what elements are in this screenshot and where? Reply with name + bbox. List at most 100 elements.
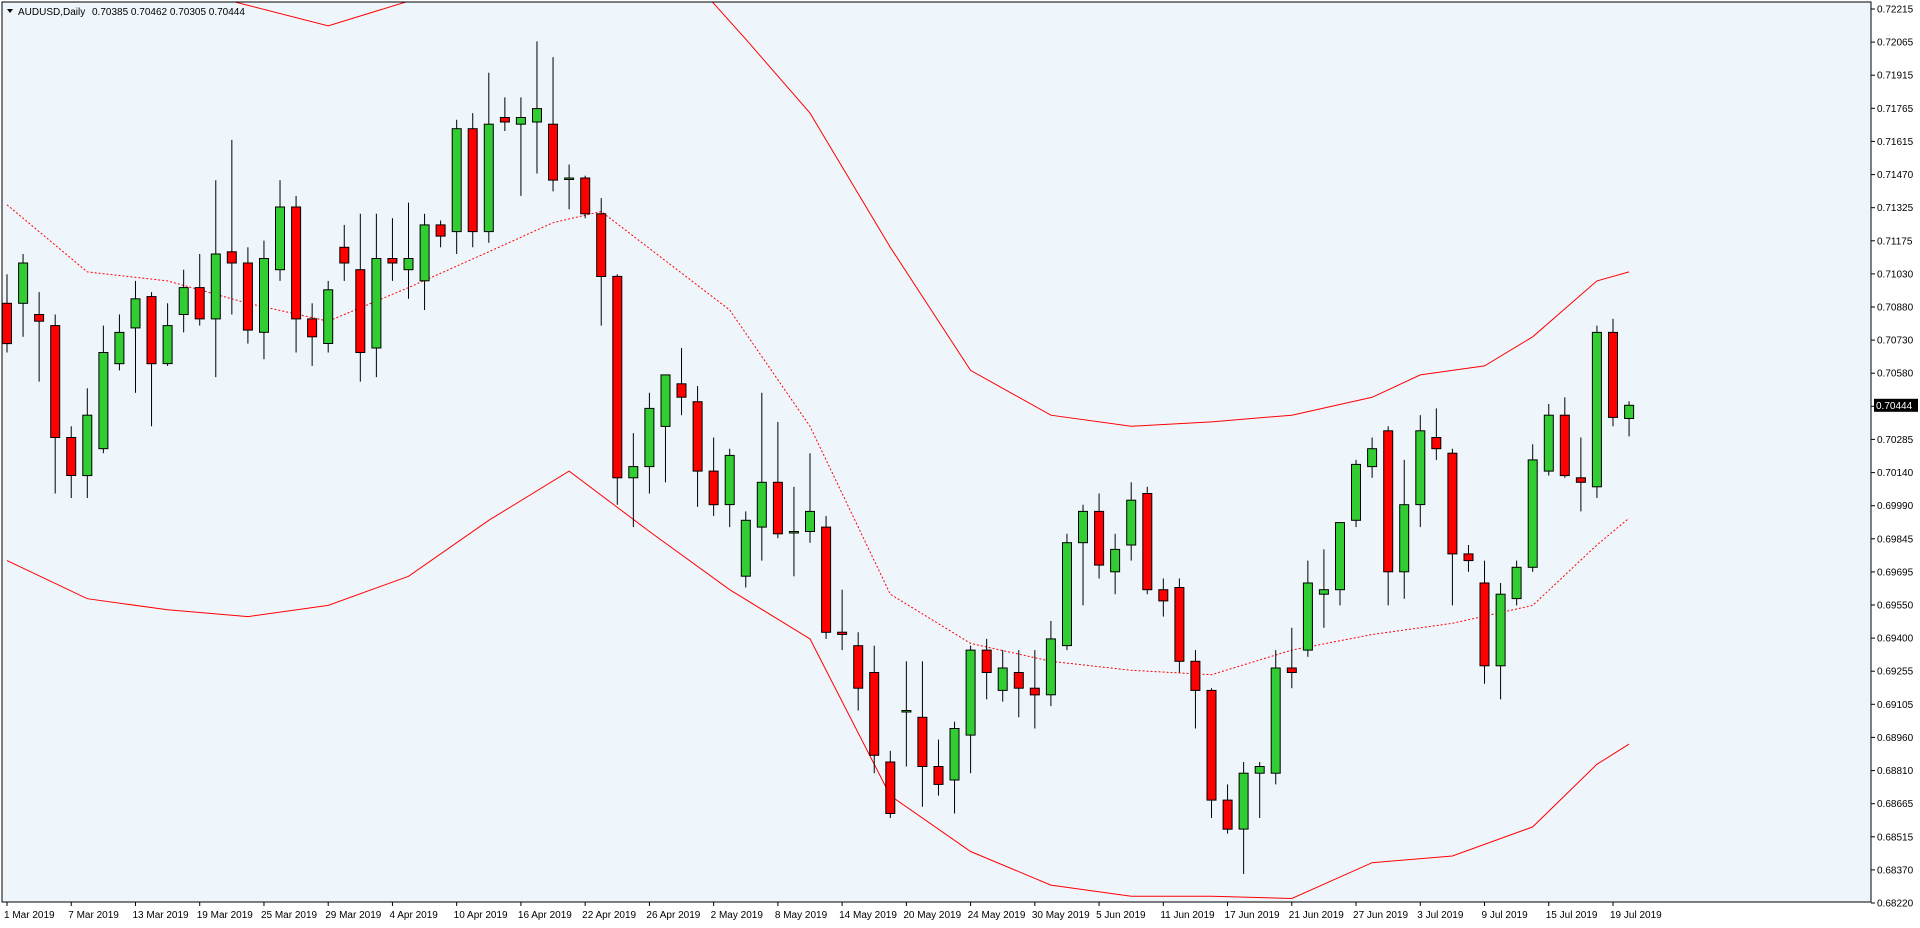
candle-body-bear — [226, 251, 237, 264]
candle-body-bull — [628, 466, 639, 479]
candle-100 — [1608, 318, 1618, 427]
candle-94 — [1511, 560, 1522, 606]
candle-body-bear — [917, 716, 928, 767]
candle-30 — [483, 72, 494, 243]
candle-34 — [548, 57, 558, 192]
candle-45 — [724, 448, 735, 528]
candle-41 — [660, 374, 671, 483]
time-tick-label: 19 Jul 2019 — [1610, 910, 1662, 921]
candle-body-bull — [724, 454, 735, 506]
candle-body-bull — [660, 374, 671, 427]
candle-body-bear — [596, 213, 607, 278]
candle-62 — [997, 650, 1008, 702]
price-tick-label: 0.70880 — [1877, 303, 1914, 314]
header-dropdown-icon[interactable] — [7, 9, 13, 13]
price-tick-label: 0.71175 — [1877, 236, 1913, 247]
candle-body-bear — [499, 117, 510, 123]
candle-body-bear — [580, 177, 591, 215]
time-tick-label: 11 Jun 2019 — [1160, 910, 1215, 921]
candle-body-bull — [1335, 522, 1345, 591]
price-tick-label: 0.72065 — [1877, 38, 1914, 49]
candle-body-bull — [162, 325, 173, 365]
candle-body-bear — [1286, 667, 1297, 673]
candle-body-bear — [34, 314, 45, 322]
price-tick-label: 0.70285 — [1877, 435, 1914, 446]
candle-body-bear — [821, 526, 832, 633]
candle-55 — [885, 750, 896, 818]
candle-18 — [291, 195, 302, 353]
candle-body-bear — [692, 401, 703, 472]
candle-98 — [1575, 437, 1586, 512]
candle-83 — [1335, 522, 1345, 606]
time-tick-label: 27 Jun 2019 — [1353, 910, 1408, 921]
candle-body-bull — [419, 224, 430, 282]
candle-body-bull — [949, 728, 960, 781]
candle-52 — [837, 589, 848, 651]
time-tick-label: 26 Apr 2019 — [646, 910, 700, 921]
candle-body-bull — [805, 510, 815, 532]
time-tick-label: 15 Jul 2019 — [1546, 910, 1598, 921]
candle-body-bear — [772, 481, 783, 535]
price-tick-label: 0.68810 — [1877, 766, 1914, 777]
candle-86 — [1383, 426, 1394, 606]
time-tick-label: 5 Jun 2019 — [1096, 910, 1146, 921]
time-tick-label: 29 Mar 2019 — [325, 910, 382, 921]
current-price-tag: 0.70444 — [1874, 398, 1918, 412]
candle-13 — [210, 180, 221, 378]
price-tick-label: 0.71765 — [1877, 104, 1914, 115]
candle-43 — [692, 386, 703, 507]
candle-85 — [1367, 437, 1378, 478]
candle-53 — [853, 632, 864, 711]
candle-39 — [628, 433, 639, 528]
chart-header: AUDUSD,Daily 0.70385 0.70462 0.70305 0.7… — [7, 7, 245, 18]
candle-93 — [1495, 583, 1506, 700]
candle-14 — [226, 139, 237, 315]
candle-26 — [419, 213, 430, 310]
candle-72 — [1158, 578, 1169, 617]
current-price-tag-bg — [1874, 398, 1918, 412]
price-tick-label: 0.68960 — [1877, 733, 1914, 744]
price-tick-label: 0.70730 — [1877, 336, 1914, 347]
time-tick-label: 9 Jul 2019 — [1482, 910, 1529, 921]
candle-17 — [275, 180, 285, 281]
candle-body-bear — [869, 672, 880, 756]
candle-47 — [756, 392, 767, 561]
candle-27 — [435, 220, 446, 248]
candle-body-bull — [644, 407, 655, 468]
candle-body-bull — [1254, 766, 1265, 774]
candle-body-bear — [242, 262, 253, 331]
time-tick-label: 3 Jul 2019 — [1417, 910, 1464, 921]
candle-body-bull — [1302, 582, 1313, 651]
candle-body-bear — [837, 631, 848, 635]
time-axis: 1 Mar 2019 7 Mar 2019 13 Mar 2019 19 Mar 20… — [4, 902, 1662, 921]
candle-body-bear — [853, 645, 864, 689]
candle-body-bull — [740, 519, 751, 577]
candle-body-bull — [451, 128, 462, 233]
candle-21 — [339, 224, 350, 281]
candle-body-bear — [1029, 687, 1040, 696]
candle-body-bear — [1158, 589, 1169, 602]
candle-5 — [82, 388, 93, 498]
candle-body-bull — [1238, 772, 1249, 830]
candle-97 — [1559, 397, 1570, 478]
candle-body-bull — [483, 123, 494, 233]
bollinger-upper-line — [232, 2, 1630, 427]
candle-68 — [1094, 493, 1105, 579]
candle-81 — [1302, 560, 1313, 657]
candle-body-bear — [307, 318, 318, 338]
candle-body-bull — [259, 258, 269, 333]
candle-body-bull — [1527, 459, 1538, 568]
candle-body-bull — [1624, 404, 1635, 419]
candle-25 — [403, 202, 414, 299]
candle-body-bear — [1447, 452, 1458, 555]
plot-area[interactable] — [2, 2, 1871, 902]
candle-body-bear — [885, 761, 896, 814]
candle-8 — [130, 280, 141, 393]
candle-body-bear — [146, 296, 157, 365]
candle-body-bear — [612, 275, 623, 479]
candle-74 — [1190, 650, 1201, 729]
price-tick-label: 0.69105 — [1877, 700, 1914, 711]
candle-body-bull — [1062, 542, 1072, 647]
candle-body-bear — [1575, 477, 1586, 483]
